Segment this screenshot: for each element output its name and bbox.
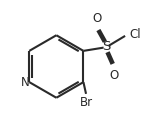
- Text: Cl: Cl: [129, 28, 141, 41]
- Text: O: O: [92, 12, 102, 25]
- Text: O: O: [109, 69, 119, 82]
- Text: S: S: [102, 40, 110, 53]
- Text: Br: Br: [79, 96, 93, 109]
- Text: N: N: [21, 76, 30, 89]
